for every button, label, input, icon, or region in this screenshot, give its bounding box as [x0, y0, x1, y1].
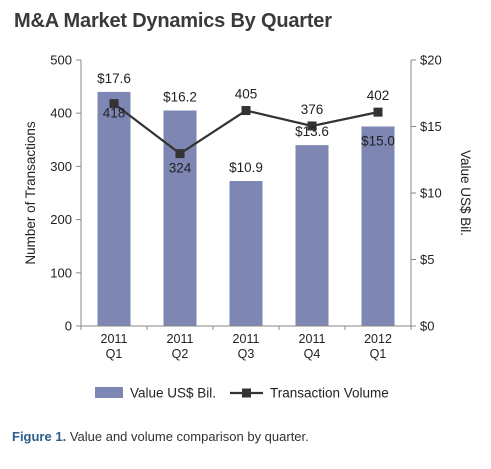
caption-label: Figure 1. [12, 429, 67, 444]
line-marker [307, 121, 317, 131]
y-tick-label-right: $5 [420, 252, 434, 267]
legend-swatch-value [95, 387, 123, 398]
x-tick-label-year: 2011 [299, 332, 326, 346]
x-tick-label-year: 2011 [233, 332, 260, 346]
legend-marker-volume [242, 388, 251, 398]
caption-text: Value and volume comparison by quarter. [69, 429, 309, 444]
y-axis-title-left: Number of Transactions [23, 121, 38, 265]
y-tick-label-left: 400 [50, 106, 72, 121]
y-tick-label-left: 500 [50, 53, 72, 68]
line-data-label: 405 [235, 87, 258, 102]
y-axis-title-right: Value US$ Bil. [458, 150, 473, 236]
x-tick-label-quarter: Q3 [238, 347, 255, 361]
bar-data-label: $10.9 [229, 160, 263, 175]
line-marker [109, 99, 119, 109]
x-tick-label-quarter: Q1 [106, 347, 123, 361]
y-tick-label-left: 300 [50, 159, 72, 174]
x-tick-label-quarter: Q2 [172, 347, 189, 361]
bar-value [295, 145, 329, 326]
line-data-label: 402 [367, 88, 390, 103]
bar-data-label: $13.6 [295, 124, 329, 139]
y-tick-label-left: 200 [50, 212, 72, 227]
chart-title: M&A Market Dynamics By Quarter [14, 10, 332, 32]
bar-data-label: $16.2 [163, 90, 197, 105]
bar-value [97, 91, 131, 326]
x-tick-label-year: 2012 [364, 332, 392, 346]
bar-value [163, 110, 197, 326]
y-tick-label-right: $20 [420, 53, 442, 68]
bar-value [229, 181, 263, 326]
line-marker [175, 149, 185, 159]
line-data-label: 376 [301, 102, 324, 117]
x-tick-label-year: 2011 [101, 332, 128, 346]
y-tick-label-left: 0 [65, 319, 72, 334]
legend-label-value: Value US$ Bil. [130, 386, 216, 401]
bar-value [361, 126, 395, 326]
x-tick-label-quarter: Q1 [370, 347, 387, 361]
figure-caption: Figure 1. Value and volume comparison by… [12, 429, 309, 444]
x-tick-label-quarter: Q4 [304, 347, 321, 361]
y-tick-label-right: $0 [420, 319, 434, 334]
chart-area: 0100200300400500$0$5$10$15$202011Q12011Q… [23, 53, 473, 401]
y-tick-label-right: $10 [420, 186, 442, 201]
y-tick-label-left: 100 [50, 265, 72, 280]
x-tick-label-year: 2011 [167, 332, 194, 346]
line-data-label: 418 [103, 106, 126, 121]
bar-data-label: $15.0 [361, 134, 395, 149]
line-marker [241, 106, 251, 116]
line-marker [373, 107, 383, 117]
y-tick-label-right: $15 [420, 119, 442, 134]
line-data-label: 324 [169, 161, 192, 176]
legend-label-volume: Transaction Volume [270, 386, 389, 401]
bar-data-label: $17.6 [97, 71, 131, 86]
